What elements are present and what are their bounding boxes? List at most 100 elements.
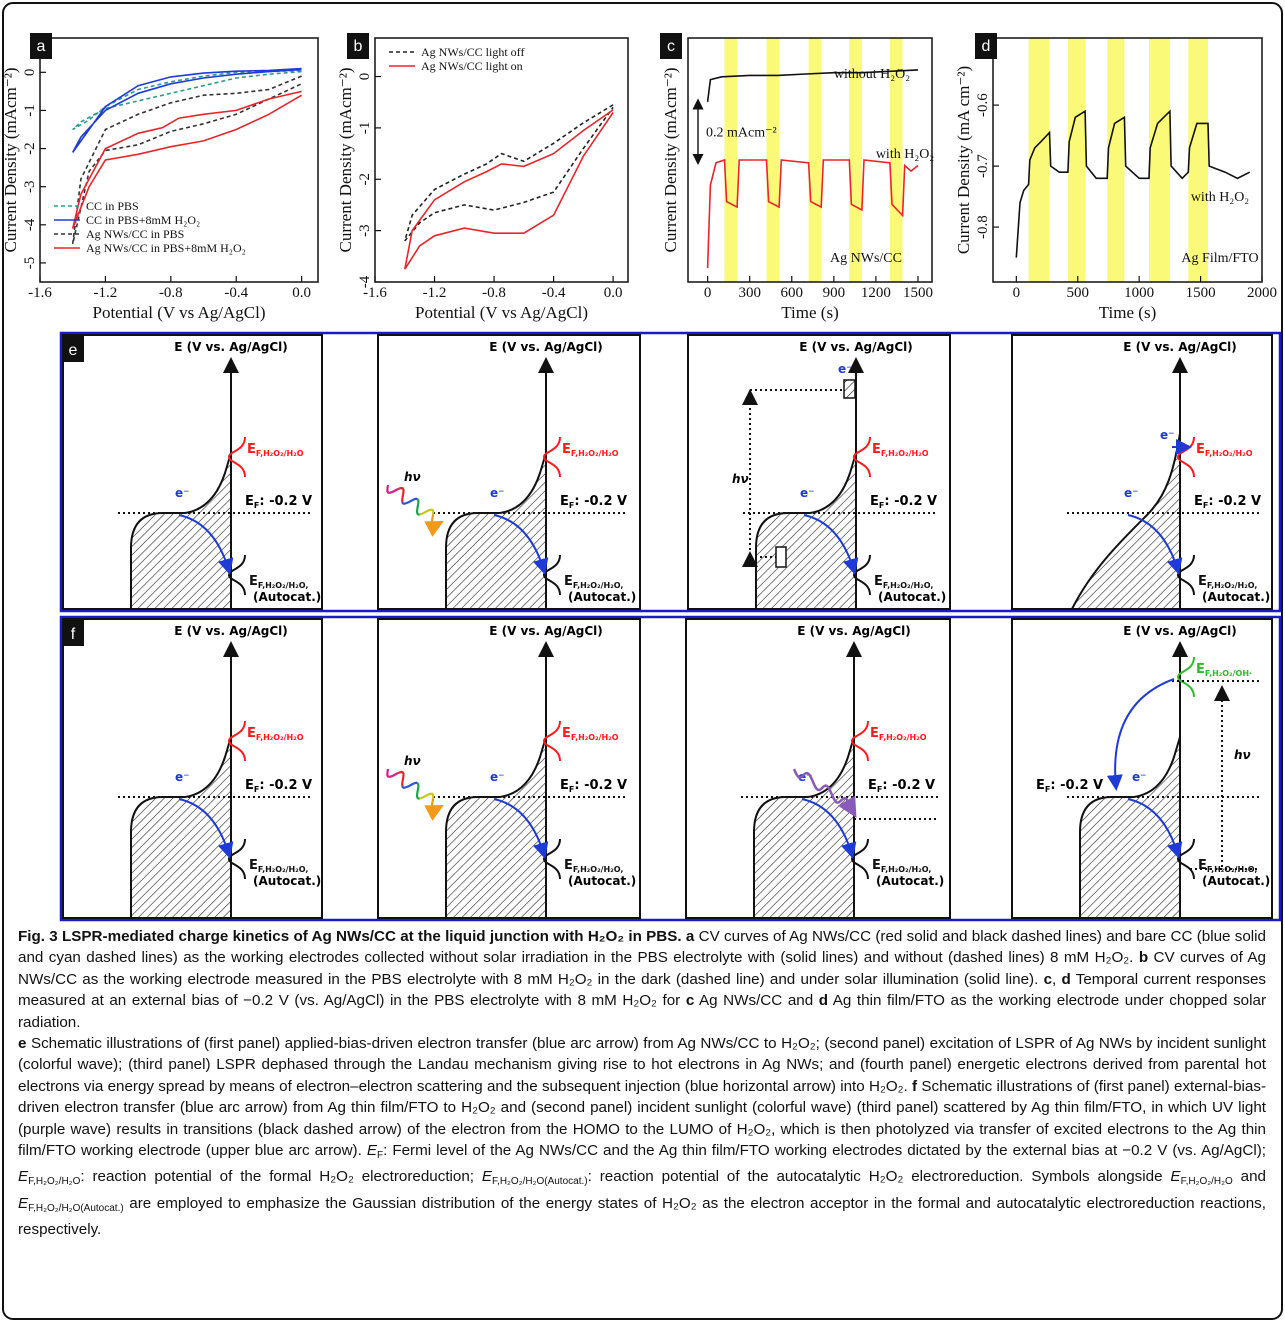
caption-run: are employed to emphasize the Gaussian d… (18, 1194, 1266, 1239)
light-on-band (808, 38, 822, 282)
electron-transfer-arrow (493, 798, 549, 859)
electrode-band (130, 736, 232, 919)
y-tick-label: -4 (357, 275, 373, 288)
x-tick-label: 300 (738, 285, 761, 301)
caption-run: F,H₂O₂/H₂O(Autocat.) (492, 1176, 588, 1188)
acceptor-label-subscript: F,H₂O₂/H₂O (256, 449, 304, 458)
fermi-subscript: F (569, 785, 574, 794)
autocat-label: EF,H₂O₂/H₂O, (249, 858, 308, 874)
caption-run: f (912, 1077, 918, 1095)
autocat-note: (Autocat.) (253, 874, 321, 888)
caption-run: F,H₂O₂/H₂O (28, 1176, 81, 1188)
y-tick-label: 0 (22, 69, 38, 77)
legend-label: CC in PBS (86, 199, 139, 213)
y-tick-label: 0 (357, 73, 373, 81)
caption-run: : reaction potential of the autocatalyti… (587, 1168, 1171, 1186)
acceptor-label: EF,H₂O₂/H₂O (1196, 442, 1253, 458)
autocat-label-subscript: F,H₂O₂/H₂O, (1207, 865, 1258, 874)
autocat-label: EF,H₂O₂/H₂O, (874, 574, 933, 590)
autocat-label-subscript: F,H₂O₂/H₂O, (258, 581, 309, 590)
fermi-label: EF: -0.2 V (870, 494, 937, 510)
panel-letter: e (69, 342, 78, 359)
y-axis-title: Current Density (mA cm⁻²) (954, 66, 973, 254)
autocat-label-subscript: F,H₂O₂/H₂O, (883, 581, 934, 590)
fermi-value: : -0.2 V (1208, 494, 1261, 509)
panel-letter: a (37, 38, 46, 55)
fermi-subscript: F (879, 501, 884, 510)
x-tick-label: 2000 (1247, 285, 1277, 301)
fermi-value: : -0.2 V (574, 778, 627, 793)
electron-transfer-arrow (1127, 514, 1183, 575)
gaussian (542, 436, 561, 478)
electron-label: e⁻ (490, 486, 504, 500)
electron-transfer-arrow (1127, 798, 1183, 859)
fermi-value: : -0.2 V (884, 494, 937, 509)
gaussian (852, 554, 871, 596)
autocat-note: (Autocat.) (1202, 874, 1270, 888)
light-wave (416, 782, 420, 800)
gaussian (227, 436, 246, 478)
chart: 0 500 1000 1500 2000 -0.8 -0.7 -0.6 Time (s) Curr… (954, 33, 1277, 322)
fermi-value: : -0.2 V (882, 778, 935, 793)
autocat-label: EF,H₂O₂/H₂O, (872, 858, 931, 874)
gaussian (227, 720, 246, 762)
uv-wave (792, 768, 857, 818)
gaussian (850, 720, 869, 762)
x-tick-label: -0.4 (224, 285, 248, 301)
data-line (71, 75, 302, 245)
autocat-label-symbol: E (249, 574, 258, 589)
electron-transfer-arrow (178, 798, 234, 859)
y-tick-label: -1 (22, 104, 38, 117)
y-tick-label: -3 (357, 224, 373, 237)
autocat-label: EF,H₂O₂/H₂O, (564, 858, 623, 874)
plot-frame (39, 37, 319, 283)
caption-run: , (1052, 970, 1062, 988)
data-line (706, 158, 919, 269)
autocat-note: (Autocat.) (1202, 590, 1270, 604)
caption-run: : Fermi level of the Ag NWs/CC and the A… (383, 1142, 1266, 1160)
gaussian (1176, 656, 1195, 698)
acceptor-label-symbol: E (562, 726, 571, 741)
panel-letter: c (667, 38, 675, 55)
data-line (1015, 109, 1251, 258)
fermi-label: EF: -0.2 V (1036, 778, 1103, 794)
light-on-band (889, 38, 903, 282)
caption-run: CV curves of Ag NWs/CC as the working el… (18, 949, 1266, 988)
caption-run: E (1170, 1168, 1181, 1186)
data-line (72, 69, 302, 131)
y-tick-label: -2 (357, 173, 373, 186)
schematic-panel: E (V vs. Ag/AgCl)EF,H₂O₂/H₂OEF,H₂O₂/H₂O,… (62, 334, 323, 610)
data-line (404, 109, 614, 270)
panel-letter-box (30, 33, 52, 59)
axis-label: E (V vs. Ag/AgCl) (799, 340, 913, 354)
acceptor-label-subscript: F,H₂O₂/H₂O (571, 449, 619, 458)
gaussian (542, 838, 561, 880)
caption-run: E (481, 1168, 493, 1186)
autocat-label-symbol: E (1198, 858, 1207, 873)
electron-label: e⁻ (490, 770, 504, 784)
photon-label: hν (404, 470, 421, 484)
hot-electron-state (843, 379, 856, 399)
electron-label: e⁻ (1132, 770, 1146, 784)
schematic-panel: E (V vs. Ag/AgCl)EF,H₂O₂/H₂OEF,H₂O₂/H₂O,… (377, 334, 641, 610)
gaussian (852, 436, 871, 478)
electrode-band (130, 452, 232, 610)
photon-label: hν (732, 472, 749, 486)
autocat-label: EF,H₂O₂/H₂O, (1198, 574, 1257, 590)
fermi-label: EF: -0.2 V (245, 494, 312, 510)
injected-electron-label: e⁻ (1160, 428, 1174, 442)
acceptor-label-subscript: F,H₂O₂/H₂O (1205, 449, 1253, 458)
fermi-value: : -0.2 V (574, 494, 627, 509)
caption-run: d (1061, 970, 1071, 988)
gaussian (227, 554, 246, 596)
x-tick-label: 600 (781, 285, 804, 301)
fermi-symbol: E (870, 494, 879, 509)
y-axis-title: Current Density (mAcm⁻²) (1, 68, 20, 253)
caption-run: F,H₂O₂/H₂O(Autocat.) (28, 1202, 124, 1214)
light-wave (424, 798, 444, 821)
x-tick-label: 0 (704, 285, 712, 301)
caption-run: b (1138, 949, 1149, 967)
light-on-band (1188, 38, 1208, 282)
caption-run: E (18, 1168, 29, 1186)
